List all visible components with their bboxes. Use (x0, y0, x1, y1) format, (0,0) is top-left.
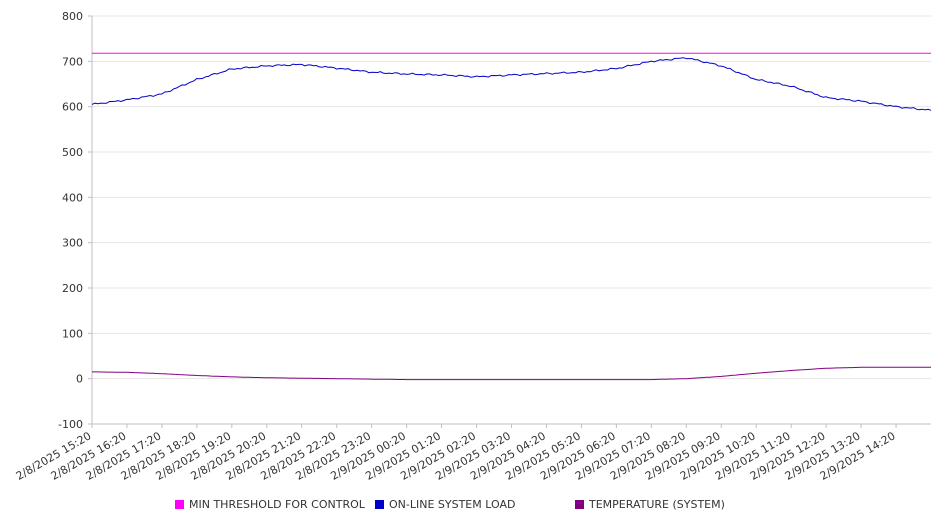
y-tick-label: 200 (62, 282, 83, 295)
legend-label-temperature: TEMPERATURE (SYSTEM) (589, 498, 725, 511)
y-tick-label: 800 (62, 10, 83, 23)
legend-swatch-min-threshold (175, 500, 184, 509)
legend-swatch-system-load (375, 500, 384, 509)
legend-label-system-load: ON-LINE SYSTEM LOAD (389, 498, 516, 511)
y-tick-label: 300 (62, 237, 83, 250)
y-tick-label: 400 (62, 191, 83, 204)
y-tick-label: 100 (62, 327, 83, 340)
series-line-temperature-system (92, 366, 931, 381)
legend-item-system-load: ON-LINE SYSTEM LOAD (375, 498, 515, 511)
y-tick-label: 0 (76, 373, 83, 386)
legend-swatch-temperature (575, 500, 584, 509)
y-tick-label: 500 (62, 146, 83, 159)
y-tick-label: 600 (62, 101, 83, 114)
legend-item-min-threshold: MIN THRESHOLD FOR CONTROL (175, 498, 365, 511)
y-tick-label: 700 (62, 55, 83, 68)
legend: MIN THRESHOLD FOR CONTROL ON-LINE SYSTEM… (0, 498, 946, 514)
legend-label-min-threshold: MIN THRESHOLD FOR CONTROL (189, 498, 365, 511)
y-axis-ticks: -100 0 100 200 300 400 500 600 700 800 (58, 10, 92, 431)
series-line-on-line-system-load (91, 57, 932, 111)
axes (91, 16, 931, 425)
x-axis-ticks: 2/8/2025 15:202/8/2025 16:202/8/2025 17:… (14, 424, 898, 483)
y-tick-label: -100 (58, 418, 83, 431)
gridlines (92, 15, 931, 425)
legend-item-temperature: TEMPERATURE (SYSTEM) (575, 498, 725, 511)
series-lines (91, 52, 932, 381)
